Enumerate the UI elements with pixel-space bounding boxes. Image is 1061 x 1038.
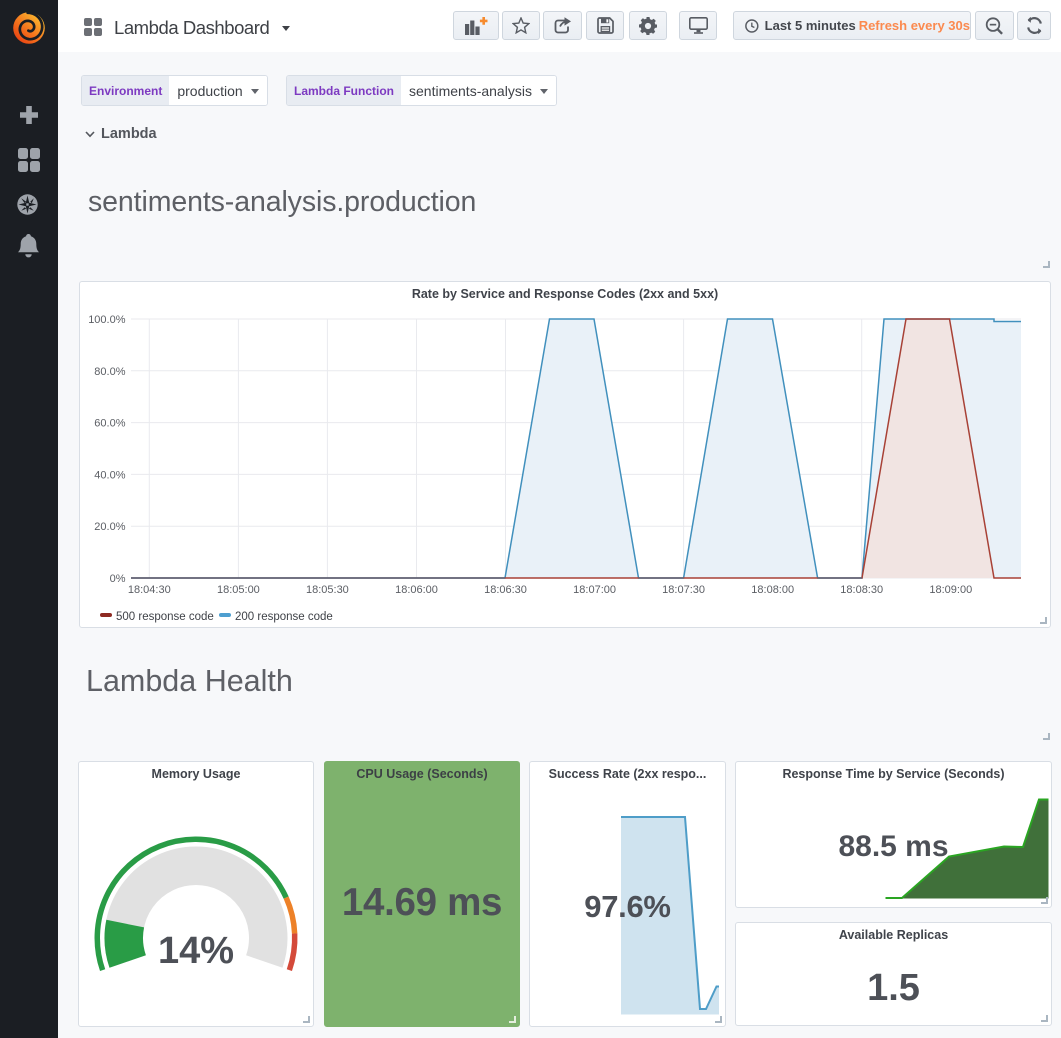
svg-text:100.0%: 100.0% <box>88 314 126 326</box>
svg-text:18:05:30: 18:05:30 <box>306 584 349 596</box>
svg-text:18:08:00: 18:08:00 <box>751 584 794 596</box>
svg-text:18:08:30: 18:08:30 <box>840 584 883 596</box>
svg-text:14%: 14% <box>158 930 234 972</box>
svg-text:200 response code: 200 response code <box>235 611 333 623</box>
svg-text:60.0%: 60.0% <box>94 418 125 430</box>
svg-text:0%: 0% <box>110 573 126 585</box>
svg-text:18:04:30: 18:04:30 <box>128 584 171 596</box>
svg-text:80.0%: 80.0% <box>94 366 125 378</box>
svg-text:500 response code: 500 response code <box>116 611 214 623</box>
svg-text:18:09:00: 18:09:00 <box>929 584 972 596</box>
svg-text:18:07:30: 18:07:30 <box>662 584 705 596</box>
svg-text:18:07:00: 18:07:00 <box>573 584 616 596</box>
svg-text:40.0%: 40.0% <box>94 469 125 481</box>
svg-text:20.0%: 20.0% <box>94 521 125 533</box>
svg-text:18:06:30: 18:06:30 <box>484 584 527 596</box>
svg-text:18:06:00: 18:06:00 <box>395 584 438 596</box>
svg-text:18:05:00: 18:05:00 <box>217 584 260 596</box>
